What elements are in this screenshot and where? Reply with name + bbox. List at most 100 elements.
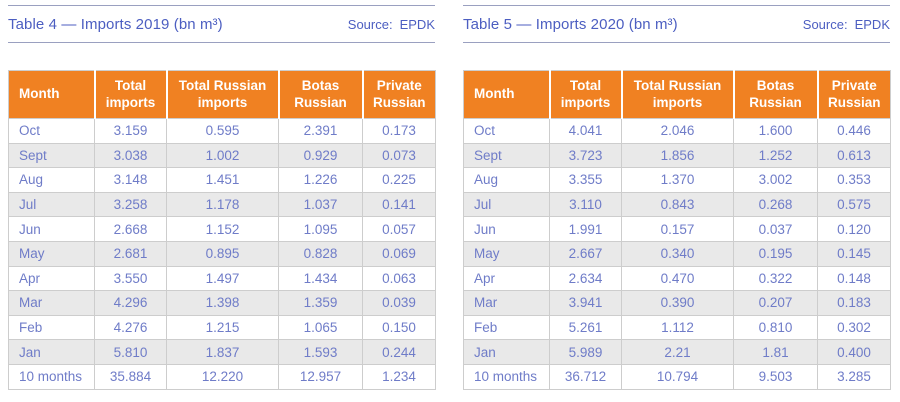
value-cell: 1.252 xyxy=(733,142,818,169)
value-cell: 1.991 xyxy=(549,216,622,242)
table-row: Apr 3.550 1.497 1.434 0.063 xyxy=(8,265,436,292)
value-cell: 36.712 xyxy=(549,363,622,390)
value-cell: 0.340 xyxy=(621,240,734,267)
table-row: May 2.667 0.340 0.195 0.145 xyxy=(463,240,891,267)
value-cell: 0.575 xyxy=(817,191,891,218)
value-cell: 5.810 xyxy=(94,339,167,365)
month-cell: Jun xyxy=(8,216,95,242)
month-cell: Apr xyxy=(463,265,550,292)
month-cell: Jul xyxy=(8,191,95,218)
value-cell: 1.434 xyxy=(278,265,363,292)
table-row: Oct 4.041 2.046 1.600 0.446 xyxy=(463,118,891,144)
value-cell: 1.226 xyxy=(278,167,363,193)
value-cell: 1.215 xyxy=(166,314,279,341)
value-cell: 1.065 xyxy=(278,314,363,341)
value-cell: 0.595 xyxy=(166,118,279,144)
month-cell: Aug xyxy=(8,167,95,193)
value-cell: 3.002 xyxy=(733,167,818,193)
column-header-total-imports: Total imports xyxy=(548,70,622,119)
value-cell: 2.668 xyxy=(94,216,167,242)
value-cell: 2.681 xyxy=(94,240,167,267)
value-cell: 0.183 xyxy=(817,290,891,316)
table-2019-header: Month Total imports Total Russian import… xyxy=(8,70,436,119)
month-cell: 10 months xyxy=(463,363,550,390)
value-cell: 0.073 xyxy=(362,142,436,169)
value-cell: 0.063 xyxy=(362,265,436,292)
table-2020-title: Table 5 — Imports 2020 (bn m³) xyxy=(463,15,678,33)
value-cell: 0.195 xyxy=(733,240,818,267)
value-cell: 1.600 xyxy=(733,118,818,144)
table-row: Sept 3.723 1.856 1.252 0.613 xyxy=(463,142,891,169)
value-cell: 0.120 xyxy=(817,216,891,242)
value-cell: 3.723 xyxy=(549,142,622,169)
value-cell: 3.550 xyxy=(94,265,167,292)
value-cell: 0.613 xyxy=(817,142,891,169)
table-row: Feb 5.261 1.112 0.810 0.302 xyxy=(463,314,891,341)
value-cell: 1.234 xyxy=(362,363,436,390)
value-cell: 0.145 xyxy=(817,240,891,267)
month-cell: Sept xyxy=(463,142,550,169)
month-cell: Feb xyxy=(463,314,550,341)
month-cell: 10 months xyxy=(8,363,95,390)
value-cell: 0.828 xyxy=(278,240,363,267)
month-cell: Oct xyxy=(8,118,95,144)
imports-2019-table-block: Table 4 — Imports 2019 (bn m³) Source: E… xyxy=(8,5,436,402)
value-cell: 1.837 xyxy=(166,339,279,365)
value-cell: 0.268 xyxy=(733,191,818,218)
value-cell: 3.355 xyxy=(549,167,622,193)
month-cell: Apr xyxy=(8,265,95,292)
table-2020-header: Month Total imports Total Russian import… xyxy=(463,70,891,119)
value-cell: 2.391 xyxy=(278,118,363,144)
value-cell: 1.037 xyxy=(278,191,363,218)
value-cell: 3.285 xyxy=(817,363,891,390)
value-cell: 1.112 xyxy=(621,314,734,341)
month-cell: Mar xyxy=(8,290,95,316)
month-cell: Sept xyxy=(8,142,95,169)
value-cell: 0.141 xyxy=(362,191,436,218)
value-cell: 1.451 xyxy=(166,167,279,193)
value-cell: 1.359 xyxy=(278,290,363,316)
column-header-total-russian-imports: Total Russian imports xyxy=(620,70,734,119)
month-cell: Oct xyxy=(463,118,550,144)
month-cell: Aug xyxy=(463,167,550,193)
table-row: Feb 4.276 1.215 1.065 0.150 xyxy=(8,314,436,341)
value-cell: 10.794 xyxy=(621,363,734,390)
value-cell: 0.069 xyxy=(362,240,436,267)
value-cell: 0.244 xyxy=(362,339,436,365)
value-cell: 3.110 xyxy=(549,191,622,218)
table-2019-title-bar: Table 4 — Imports 2019 (bn m³) Source: E… xyxy=(8,5,435,43)
column-header-botas-russian: Botas Russian xyxy=(277,70,363,119)
value-cell: 35.884 xyxy=(94,363,167,390)
table-row: Jan 5.989 2.21 1.81 0.400 xyxy=(463,339,891,365)
value-cell: 1.178 xyxy=(166,191,279,218)
value-cell: 3.258 xyxy=(94,191,167,218)
table-row: 10 months 36.712 10.794 9.503 3.285 xyxy=(463,363,891,390)
table-2019-title: Table 4 — Imports 2019 (bn m³) xyxy=(8,15,223,33)
value-cell: 4.276 xyxy=(94,314,167,341)
table-2019-source: Source: EPDK xyxy=(348,17,435,32)
column-header-total-imports: Total imports xyxy=(93,70,167,119)
table-2020-body: Oct 4.041 2.046 1.600 0.446 Sept 3.723 1.856 1.2… xyxy=(463,118,891,390)
value-cell: 0.148 xyxy=(817,265,891,292)
value-cell: 0.207 xyxy=(733,290,818,316)
value-cell: 1.370 xyxy=(621,167,734,193)
table-row: Jan 5.810 1.837 1.593 0.244 xyxy=(8,339,436,365)
value-cell: 5.261 xyxy=(549,314,622,341)
value-cell: 12.957 xyxy=(278,363,363,390)
value-cell: 0.470 xyxy=(621,265,734,292)
table-row: Sept 3.038 1.002 0.929 0.073 xyxy=(8,142,436,169)
month-cell: May xyxy=(463,240,550,267)
value-cell: 3.941 xyxy=(549,290,622,316)
month-cell: May xyxy=(8,240,95,267)
value-cell: 0.895 xyxy=(166,240,279,267)
table-row: May 2.681 0.895 0.828 0.069 xyxy=(8,240,436,267)
month-cell: Jan xyxy=(8,339,95,365)
value-cell: 2.046 xyxy=(621,118,734,144)
value-cell: 2.667 xyxy=(549,240,622,267)
value-cell: 1.095 xyxy=(278,216,363,242)
value-cell: 5.989 xyxy=(549,339,622,365)
value-cell: 1.152 xyxy=(166,216,279,242)
source-label: Source: xyxy=(802,16,848,32)
month-cell: Mar xyxy=(463,290,550,316)
